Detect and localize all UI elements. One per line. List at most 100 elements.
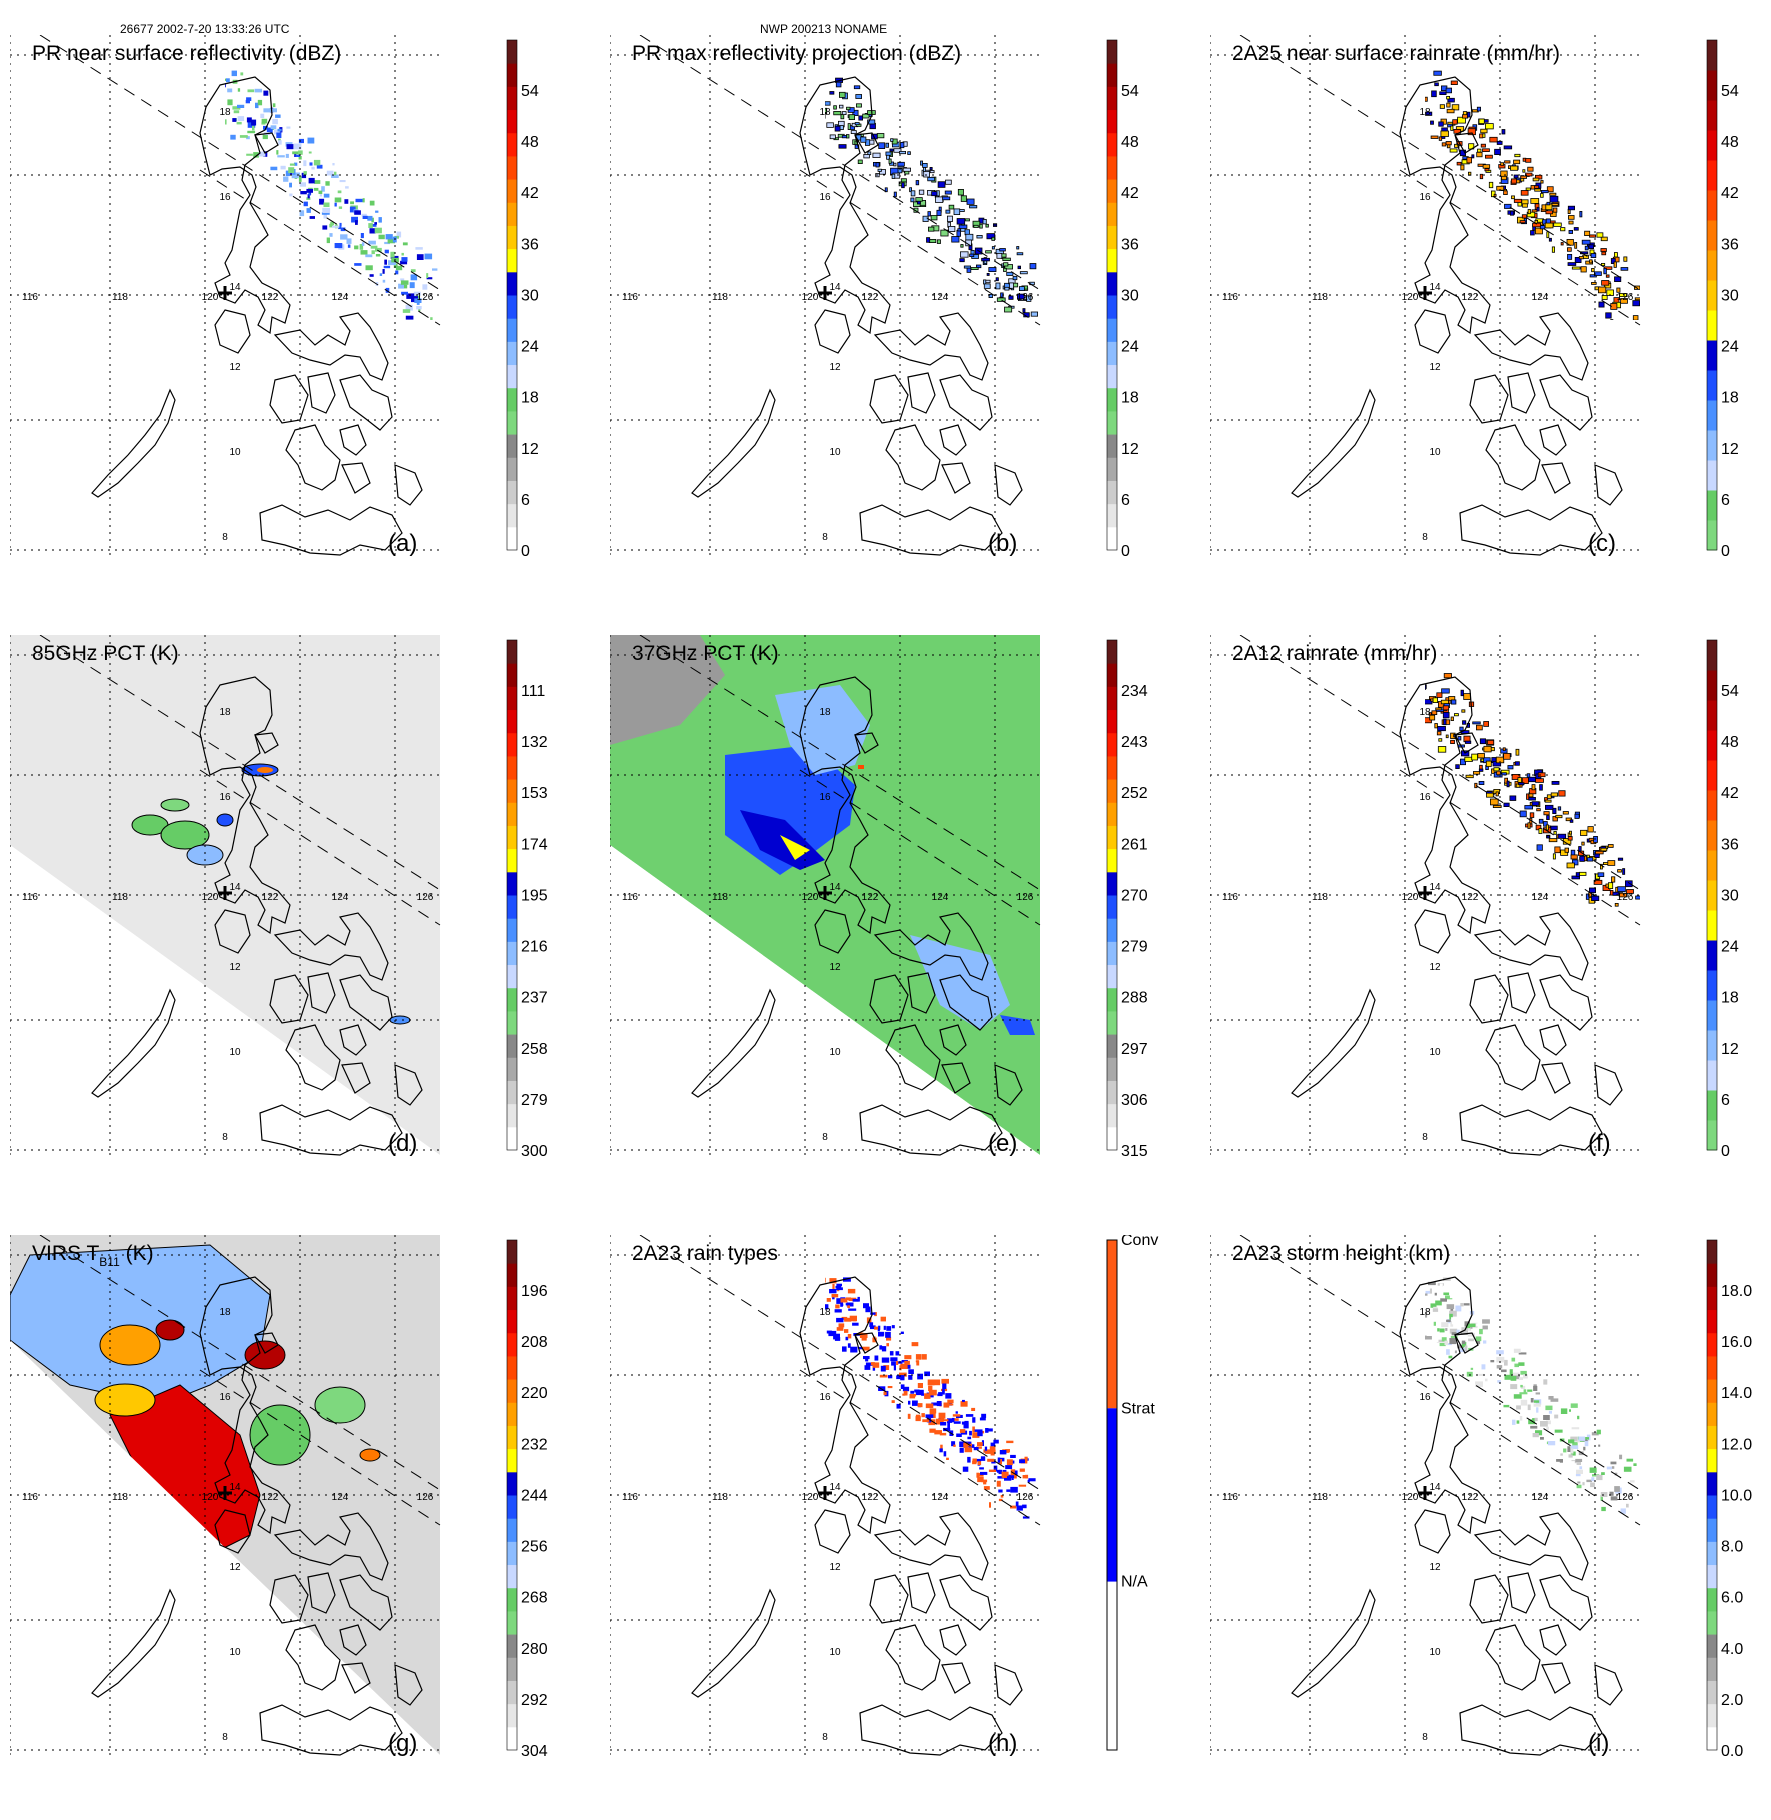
colorbar-tick-label: 54 [1121, 83, 1139, 100]
colorbar-tick-label: 234 [1121, 683, 1148, 700]
lat-label: 8 [822, 1132, 828, 1143]
lat-label: 16 [219, 792, 231, 803]
lat-label: 8 [222, 1732, 228, 1743]
lat-label: 10 [229, 1047, 241, 1058]
lat-label: 10 [229, 1647, 241, 1658]
colorbar-tick-label: 4.0 [1721, 1641, 1743, 1658]
panel-letter: (a) [388, 530, 417, 557]
panel-i: 116 118 120 122 124 126 18 16 14 12 10 8 2A23 storm … [1209, 1234, 1771, 1815]
lon-label: 120 [202, 292, 219, 303]
lon-label: 124 [932, 1492, 949, 1503]
lat-label: 12 [229, 962, 241, 973]
colorbar-tick-label: 30 [521, 287, 539, 304]
lat-label: 12 [229, 1562, 241, 1573]
panel-letter: (b) [988, 530, 1017, 557]
colorbar-tick-label: 24 [1721, 339, 1739, 356]
map-area: 116 118 120 122 124 126 18 16 14 12 10 8 [609, 634, 1041, 1156]
lat-label: 16 [819, 1392, 831, 1403]
colorbar-tick-label: 36 [1121, 236, 1139, 253]
lat-label: 8 [822, 532, 828, 543]
colorbar: 234 243 252 261 270 279 288 297 306 315 [1106, 639, 1148, 1160]
colorbar-tick-label: 252 [1121, 785, 1148, 802]
colorbar-tick-label: 0 [1721, 1143, 1730, 1160]
colorbar: 54 48 42 36 30 24 18 12 6 0 [1706, 39, 1739, 560]
colorbar-tick-label: 196 [521, 1283, 548, 1300]
panel-h: 116 118 120 122 124 126 18 16 14 12 10 8 2A23 rain t… [609, 1232, 1210, 1815]
colorbar-tick-label: 6 [521, 492, 530, 509]
panel-letter: (i) [1588, 1730, 1609, 1757]
lon-label: 124 [332, 1492, 349, 1503]
colorbar-tick-label: 36 [1721, 836, 1739, 853]
lat-label: 18 [819, 1307, 831, 1318]
colorbar-tick-label: 306 [1121, 1092, 1148, 1109]
colorbar-tick-label: 300 [521, 1143, 548, 1160]
lat-label: 18 [1419, 107, 1431, 118]
lon-label: 118 [1312, 892, 1328, 903]
colorbar-tick-label: 12 [1721, 441, 1739, 458]
lat-label: 12 [829, 962, 841, 973]
panel-title: 2A12 rainrate (mm/hr) [1232, 642, 1437, 665]
colorbar-tick-label: 8.0 [1721, 1539, 1743, 1556]
storm-center-marker [818, 886, 832, 900]
lat-label: 18 [1419, 1307, 1431, 1318]
colorbar-tick-label: 30 [1721, 287, 1739, 304]
colorbar-tick-label: 14.0 [1721, 1385, 1752, 1402]
storm-center-marker [818, 1486, 832, 1500]
colorbar-tick-label: 12 [1121, 441, 1139, 458]
header-storm-name: NWP 200213 NONAME [760, 22, 888, 36]
lat-label: 18 [219, 707, 231, 718]
lat-label: 10 [1429, 1047, 1441, 1058]
colorbar-tick-label: 54 [1721, 83, 1739, 100]
lat-label: 16 [219, 192, 231, 203]
lon-label: 120 [802, 292, 819, 303]
map-area: 116 118 120 122 124 126 18 16 14 12 10 8 [609, 34, 1041, 556]
lon-label: 124 [1532, 1492, 1549, 1503]
colorbar-tick-label: 12 [521, 441, 539, 458]
lat-label: 10 [1429, 1647, 1441, 1658]
lon-label: 118 [1312, 1492, 1328, 1503]
panel-letter: (c) [1588, 530, 1616, 557]
lat-label: 16 [1419, 1392, 1431, 1403]
colorbar-tick-label: 6 [1721, 492, 1730, 509]
lon-label: 122 [1462, 1492, 1479, 1503]
colorbar-tick-label: 0 [521, 543, 530, 560]
map-area: 116 118 120 122 124 126 18 16 14 12 10 8 [9, 634, 441, 1156]
panel-letter: (e) [988, 1130, 1017, 1157]
panel-letter: (f) [1588, 1130, 1611, 1157]
colorbar-tick-label: 195 [521, 887, 548, 904]
colorbar-tick-label: 174 [521, 836, 548, 853]
lon-label: 122 [262, 292, 279, 303]
panel-e: 116 118 120 122 124 126 18 16 14 12 10 8 37GHz PCT (… [609, 634, 1210, 1215]
storm-center-marker [1418, 1486, 1432, 1500]
lat-label: 14 [1429, 282, 1441, 293]
panel-b: 116 118 120 122 124 126 18 16 14 12 10 8 PR max refl… [609, 34, 1210, 615]
lon-label: 122 [262, 892, 279, 903]
colorbar-tick-label: 244 [521, 1487, 548, 1504]
colorbar-tick-label: 12 [1721, 1041, 1739, 1058]
lat-label: 14 [1429, 1482, 1441, 1493]
lon-label: 120 [802, 892, 819, 903]
lon-label: 116 [622, 892, 638, 903]
colorbar: 54 48 42 36 30 24 18 12 6 0 [506, 39, 539, 560]
panel-letter: (h) [988, 1730, 1017, 1757]
panel-e-figure: 116 118 120 122 124 126 18 16 14 12 10 8 37GHz PCT (… [609, 634, 1148, 1160]
lon-label: 116 [622, 292, 638, 303]
lat-label: 8 [1422, 532, 1428, 543]
lat-label: 10 [829, 447, 841, 458]
lon-label: 124 [332, 892, 349, 903]
colorbar-tick-label: 30 [1721, 887, 1739, 904]
lon-label: 124 [332, 292, 349, 303]
lat-label: 12 [829, 362, 841, 373]
lat-label: 10 [829, 1647, 841, 1658]
colorbar-tick-label: 24 [521, 339, 539, 356]
colorbar-tick-label: 315 [1121, 1143, 1148, 1160]
colorbar-tick-label: Conv [1121, 1235, 1158, 1249]
lon-label: 118 [1312, 292, 1328, 303]
colorbar-tick-label: 279 [1121, 939, 1148, 956]
panel-g: 116 118 120 122 124 126 18 16 14 12 10 8 VIRS TB11 (… [9, 1234, 610, 1815]
map-area: 116 118 120 122 124 126 18 16 14 12 10 8 [1209, 634, 1641, 1156]
